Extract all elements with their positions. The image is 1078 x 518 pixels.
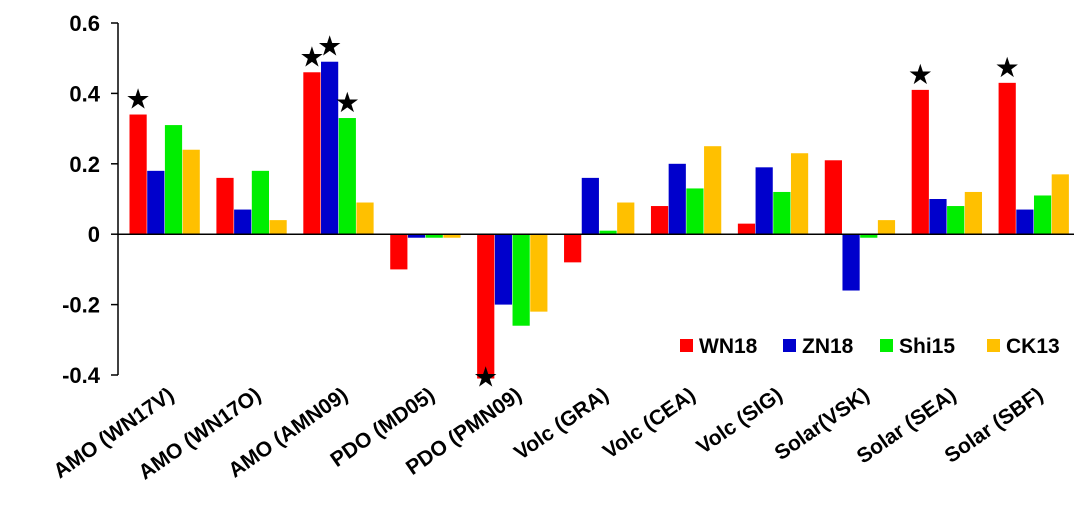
significance-star: ★: [126, 83, 151, 116]
bar-shi15-2: [338, 118, 356, 235]
bar-wn18-4: [477, 234, 495, 379]
bar-zn18-6: [668, 163, 686, 235]
significance-star: ★: [317, 30, 342, 63]
significance-star: ★: [908, 58, 933, 91]
bar-wn18-0: [129, 114, 147, 235]
bar-ck13-7: [790, 153, 809, 235]
bar-wn18-7: [737, 223, 756, 235]
y-tick-label: 0.4: [69, 81, 100, 106]
bar-wn18-1: [216, 177, 234, 235]
significance-star: ★: [995, 51, 1020, 84]
bar-zn18-3: [407, 234, 426, 238]
bar-zn18-7: [755, 167, 773, 235]
x-axis-labels: AMO (WN17V)AMO (WN17O)AMO (AMN09)PDO (MD…: [49, 383, 1047, 484]
bar-zn18-2: [321, 61, 339, 235]
legend-swatch-shi15: [880, 339, 893, 352]
bar-zn18-4: [494, 234, 513, 305]
bar-zn18-10: [1016, 209, 1034, 235]
bar-ck13-3: [443, 234, 461, 238]
x-category-label: Volc (GRA): [510, 383, 613, 465]
legend-swatch-wn18: [680, 339, 693, 352]
x-category-label: Solar (SBF): [941, 383, 1048, 467]
significance-stars: ★★★★★★ ★: [126, 30, 1020, 394]
bar-zn18-5: [581, 177, 599, 235]
bar-wn18-6: [650, 206, 669, 235]
bar-ck13-8: [877, 220, 896, 235]
y-tick-label: 0.2: [69, 152, 100, 177]
y-tick-label: 0.6: [69, 11, 100, 36]
bar-shi15-7: [773, 191, 791, 235]
legend-label-wn18: WN18: [699, 335, 758, 358]
y-tick-label: -0.2: [62, 293, 100, 318]
bar-shi15-1: [251, 170, 270, 235]
y-tick-label: -0.4: [62, 363, 101, 388]
legend-label-zn18: ZN18: [802, 335, 854, 358]
bar-ck13-1: [269, 220, 287, 235]
axes: [117, 23, 1074, 375]
bar-shi15-4: [512, 234, 530, 326]
significance-star: ★: [473, 361, 498, 394]
bar-ck13-10: [1051, 174, 1069, 235]
legend-swatch-ck13: [987, 339, 1000, 352]
bar-wn18-9: [911, 89, 929, 235]
bar-zn18-9: [929, 199, 947, 235]
bar-zn18-0: [147, 170, 165, 235]
legend-label-ck13: CK13: [1006, 335, 1060, 358]
legend: WN18 ZN18 Shi15 CK13: [680, 335, 1060, 358]
bar-shi15-3: [425, 234, 443, 238]
bar-wn18-3: [390, 234, 408, 270]
significance-star: ★: [299, 40, 324, 73]
bar-shi15-5: [599, 230, 617, 235]
bars-group: [129, 61, 1069, 379]
bar-wn18-2: [303, 72, 321, 235]
bar-ck13-0: [182, 149, 200, 235]
bar-ck13-2: [356, 202, 374, 235]
legend-swatch-zn18: [783, 339, 796, 352]
bar-ck13-9: [964, 191, 982, 235]
legend-label-shi15: Shi15: [899, 335, 955, 358]
significance-star: ★: [335, 86, 360, 119]
x-category-label: Volc (CEA): [599, 383, 700, 463]
bar-zn18-1: [234, 209, 252, 235]
bar-shi15-0: [164, 125, 183, 235]
bar-wn18-5: [564, 234, 582, 263]
bar-wn18-8: [824, 160, 842, 235]
bar-shi15-10: [1033, 195, 1052, 235]
bar-wn18-10: [998, 82, 1016, 235]
bar-zn18-8: [842, 234, 860, 291]
y-axis-ticks: 0.6 0.4 0.2 0 -0.2 -0.4: [62, 11, 118, 388]
y-tick-label: 0: [88, 222, 100, 247]
bar-ck13-4: [530, 234, 548, 312]
bar-shi15-8: [860, 234, 878, 238]
bar-shi15-6: [686, 188, 704, 235]
bar-ck13-6: [704, 146, 722, 235]
bar-shi15-9: [947, 206, 965, 235]
bar-ck13-5: [617, 202, 635, 235]
